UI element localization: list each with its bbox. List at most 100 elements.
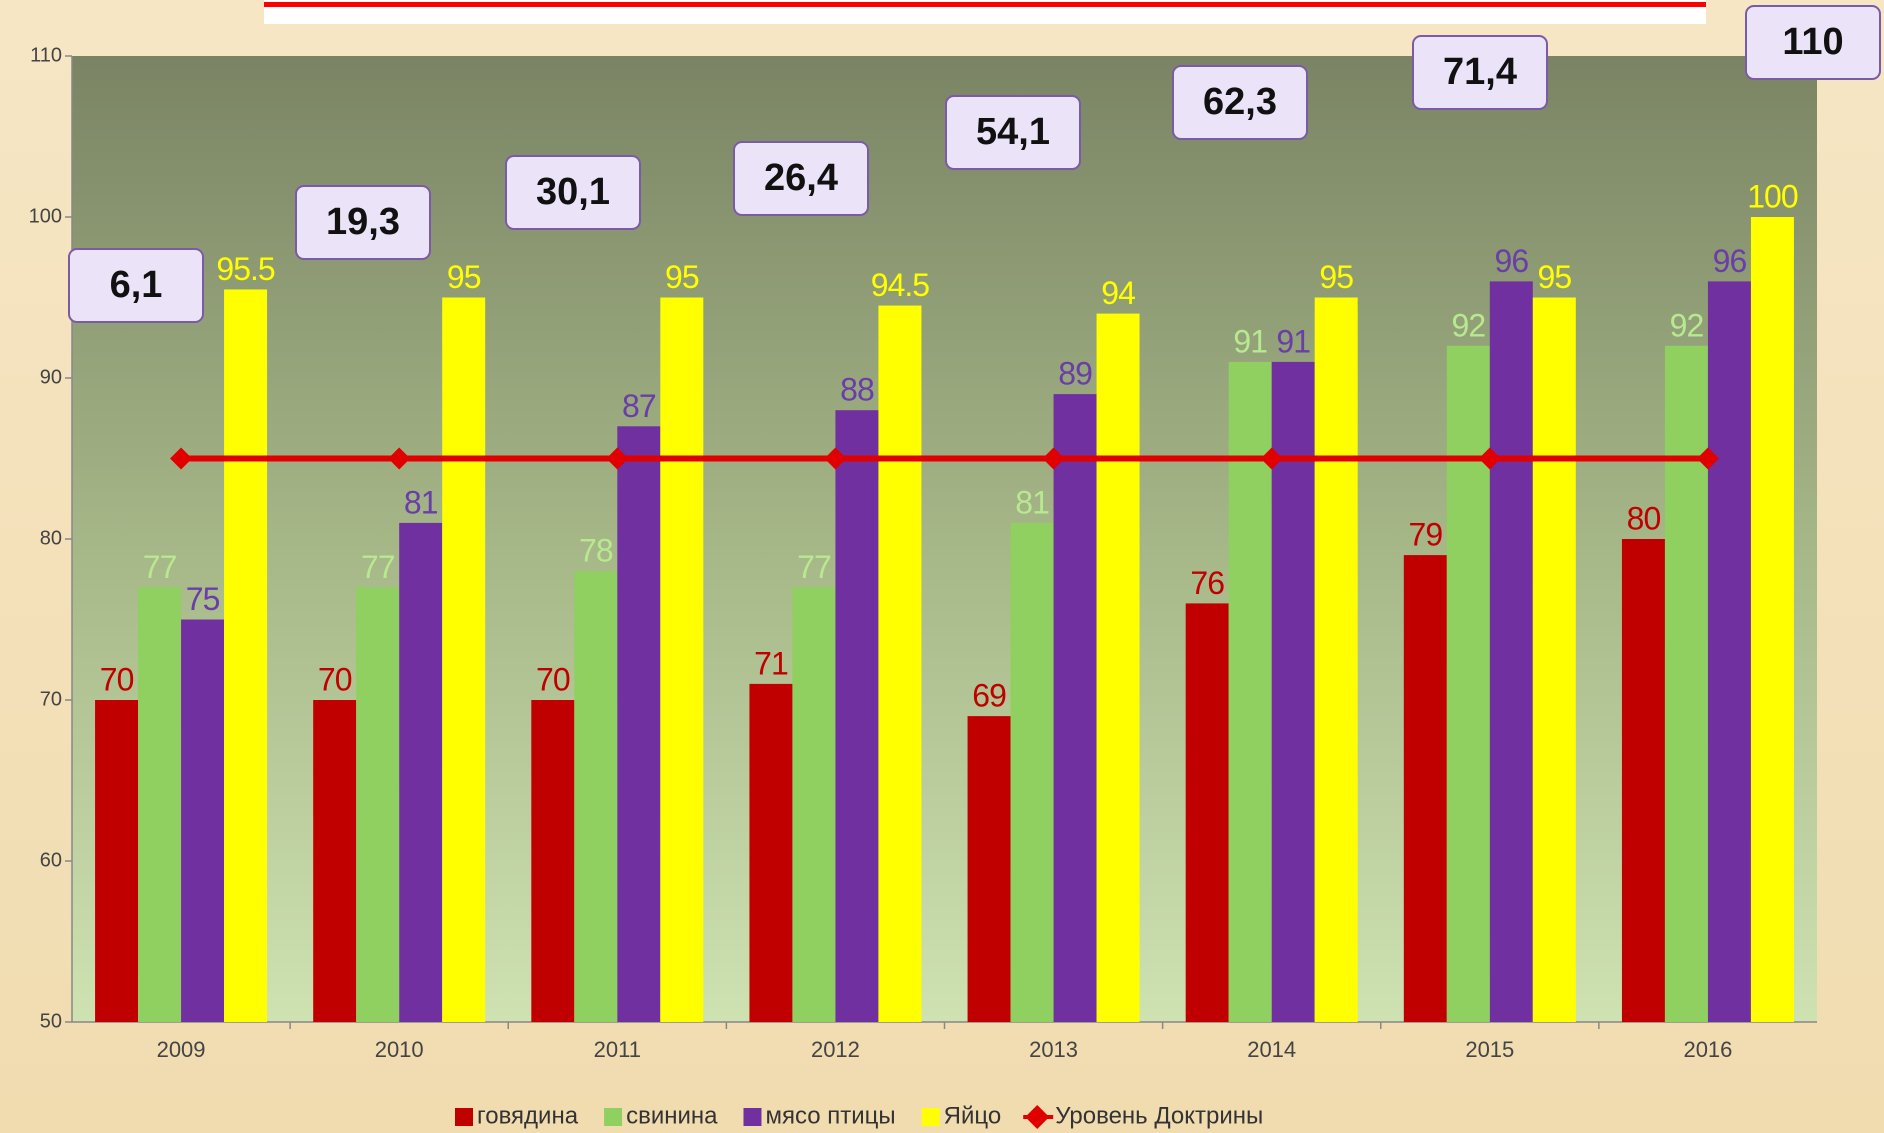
bar bbox=[1228, 361, 1272, 1022]
legend-label: говядина bbox=[477, 1102, 579, 1129]
bar bbox=[1010, 522, 1054, 1022]
bar bbox=[1707, 281, 1751, 1022]
x-tick-label: 2009 bbox=[157, 1037, 206, 1062]
bar-value-label: 77 bbox=[797, 549, 831, 585]
line-marker bbox=[1696, 447, 1719, 470]
bar bbox=[224, 289, 268, 1022]
bar-value-label: 95 bbox=[1319, 259, 1353, 295]
bar bbox=[617, 426, 661, 1022]
bar bbox=[138, 587, 182, 1022]
bar-value-label: 71 bbox=[754, 645, 788, 681]
line-marker bbox=[1042, 447, 1065, 470]
bar-value-label: 78 bbox=[579, 533, 613, 569]
bar-value-label: 80 bbox=[1627, 500, 1661, 536]
bar-value-label: 95 bbox=[665, 259, 699, 295]
bar bbox=[967, 716, 1011, 1022]
bar bbox=[1096, 313, 1140, 1023]
bar-value-label: 70 bbox=[318, 661, 352, 697]
annotation-box bbox=[1412, 35, 1548, 110]
bar-value-label: 94 bbox=[1101, 275, 1135, 311]
annotation-box bbox=[295, 185, 431, 260]
line-marker bbox=[1260, 447, 1283, 470]
y-tick-label: 90 bbox=[40, 366, 62, 388]
bar bbox=[660, 297, 704, 1022]
annotation: 71,4 bbox=[1443, 51, 1517, 93]
legend-label: мясо птицы bbox=[765, 1102, 895, 1129]
bar bbox=[442, 297, 486, 1022]
bar bbox=[1314, 297, 1358, 1022]
bar bbox=[878, 305, 922, 1022]
bar bbox=[1403, 555, 1447, 1022]
bar bbox=[574, 571, 618, 1022]
bar-value-label: 79 bbox=[1409, 517, 1443, 553]
bar bbox=[399, 522, 443, 1022]
annotation: 110 bbox=[1782, 21, 1843, 63]
legend-label: Уровень Доктрины bbox=[1055, 1102, 1263, 1129]
y-tick-label: 100 bbox=[29, 205, 62, 227]
bar-value-label: 96 bbox=[1495, 243, 1529, 279]
bar bbox=[1750, 217, 1794, 1022]
annotation: 62,3 bbox=[1203, 81, 1277, 123]
annotation: 19,3 bbox=[326, 201, 400, 243]
bar-value-label: 81 bbox=[404, 484, 438, 520]
bar bbox=[1621, 539, 1665, 1022]
bar-value-label: 92 bbox=[1452, 307, 1486, 343]
x-tick-label: 2016 bbox=[1683, 1037, 1732, 1062]
bar-value-label: 69 bbox=[972, 678, 1006, 714]
bar-value-label: 91 bbox=[1276, 323, 1310, 359]
bar-value-label: 75 bbox=[186, 581, 220, 617]
annotation-box bbox=[505, 155, 641, 230]
x-tick-label: 2015 bbox=[1465, 1037, 1514, 1062]
y-tick-label: 60 bbox=[40, 849, 62, 871]
bar-value-label: 91 bbox=[1233, 323, 1267, 359]
y-tick-label: 70 bbox=[40, 688, 62, 710]
bar-value-label: 77 bbox=[361, 549, 395, 585]
bar-value-label: 88 bbox=[840, 372, 874, 408]
bar-value-label: 87 bbox=[622, 388, 656, 424]
bar bbox=[95, 700, 139, 1022]
bar bbox=[1446, 345, 1490, 1022]
bar-value-label: 77 bbox=[143, 549, 177, 585]
annotation: 54,1 bbox=[976, 111, 1050, 153]
legend-swatch bbox=[743, 1108, 762, 1126]
legend-label: свинина bbox=[626, 1102, 718, 1129]
legend-swatch bbox=[455, 1108, 473, 1126]
y-tick-label: 50 bbox=[40, 1010, 62, 1032]
line-marker bbox=[1478, 447, 1501, 470]
bar-value-label: 100 bbox=[1747, 178, 1798, 214]
x-tick-label: 2014 bbox=[1247, 1037, 1296, 1062]
bar bbox=[792, 587, 836, 1022]
bar-value-label: 81 bbox=[1015, 484, 1049, 520]
bar bbox=[531, 700, 575, 1022]
bar bbox=[1664, 345, 1708, 1022]
annotation-box bbox=[1745, 5, 1881, 80]
bar-value-label: 70 bbox=[100, 661, 134, 697]
annotation-box bbox=[68, 248, 204, 323]
line-marker bbox=[606, 447, 629, 470]
legend-swatch bbox=[921, 1108, 940, 1126]
bar-value-label: 89 bbox=[1058, 356, 1092, 392]
bar-value-label: 95.5 bbox=[216, 251, 274, 287]
bar-value-label: 95 bbox=[447, 259, 481, 295]
y-tick-label: 80 bbox=[40, 527, 62, 549]
annotation-box bbox=[733, 141, 869, 216]
legend-label: Яйцо bbox=[944, 1102, 1002, 1129]
bar bbox=[1053, 394, 1097, 1023]
bar-value-label: 70 bbox=[536, 661, 570, 697]
bar bbox=[1185, 603, 1229, 1022]
annotation-box bbox=[945, 95, 1081, 170]
y-tick-label: 110 bbox=[30, 44, 62, 66]
line-marker bbox=[170, 447, 193, 470]
legend-swatch bbox=[604, 1108, 623, 1126]
title-underline bbox=[264, 2, 1706, 7]
annotation: 6,1 bbox=[110, 264, 163, 306]
bar bbox=[1489, 281, 1533, 1022]
bar-value-label: 92 bbox=[1670, 307, 1704, 343]
x-tick-label: 2012 bbox=[811, 1037, 860, 1062]
bar-value-label: 94.5 bbox=[871, 267, 929, 303]
bar-value-label: 96 bbox=[1713, 243, 1747, 279]
bar-value-label: 95 bbox=[1538, 259, 1572, 295]
bar bbox=[1271, 361, 1315, 1022]
bar bbox=[835, 410, 879, 1022]
